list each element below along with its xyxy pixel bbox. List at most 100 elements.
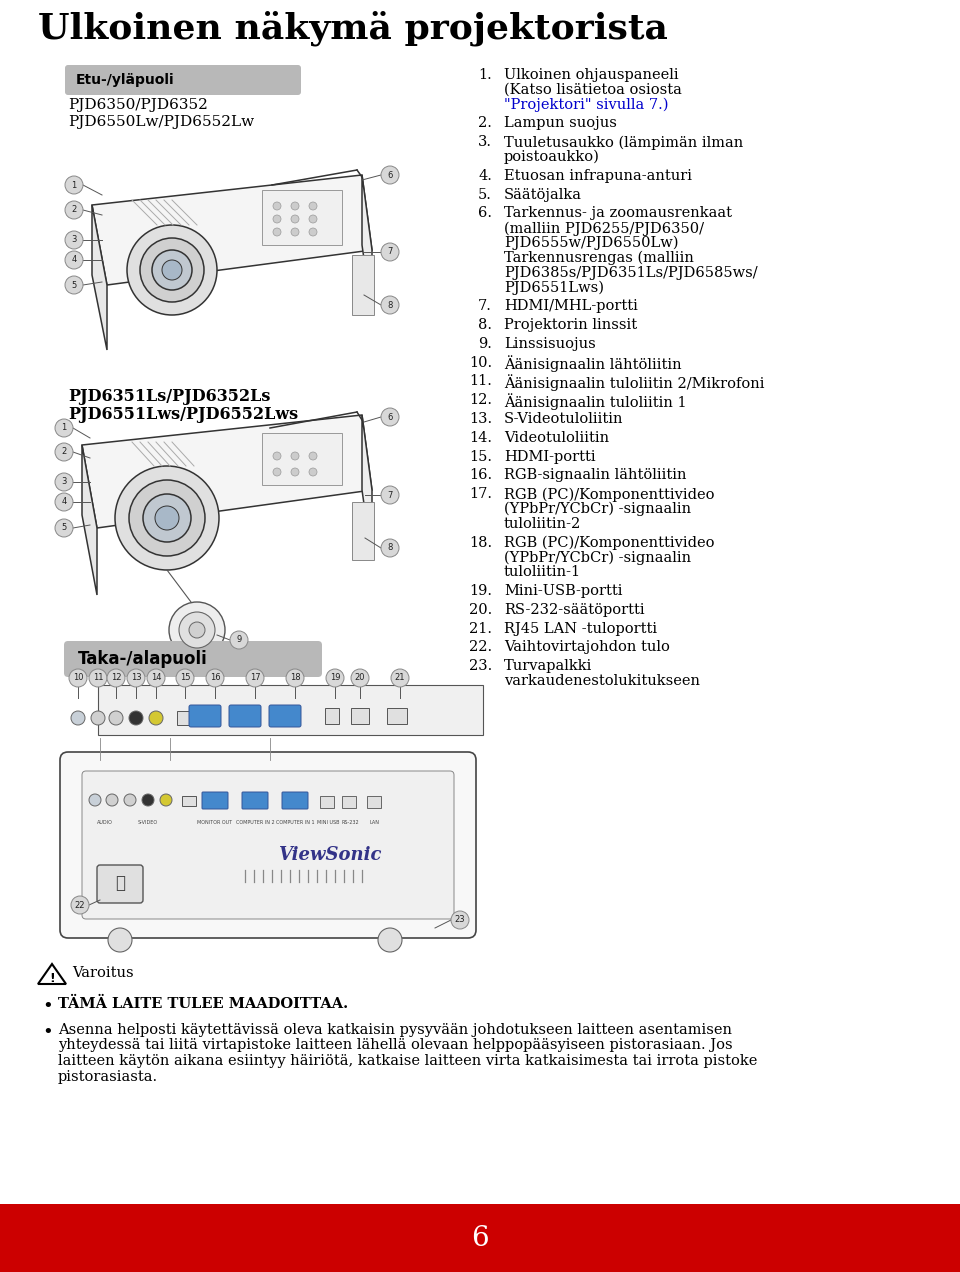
Text: Säätöjalka: Säätöjalka [504, 187, 582, 201]
Circle shape [230, 631, 248, 649]
Text: 14.: 14. [469, 431, 492, 445]
Text: 3: 3 [71, 235, 77, 244]
Circle shape [147, 669, 165, 687]
Text: RGB-signaalin lähtöliitin: RGB-signaalin lähtöliitin [504, 468, 686, 482]
Text: 7: 7 [387, 248, 393, 257]
Text: 20: 20 [355, 673, 365, 683]
Text: Etuosan infrapuna-anturi: Etuosan infrapuna-anturi [504, 169, 692, 183]
Text: 6.: 6. [478, 206, 492, 220]
Circle shape [129, 480, 205, 556]
Text: (YPbPr/YCbCr) -signaalin: (YPbPr/YCbCr) -signaalin [504, 551, 691, 565]
Circle shape [107, 669, 125, 687]
FancyBboxPatch shape [182, 796, 196, 806]
Text: Äänisignaalin lähtöliitin: Äänisignaalin lähtöliitin [504, 356, 682, 373]
Text: laitteen käytön aikana esiintyy häiriötä, katkaise laitteen virta katkaisimesta : laitteen käytön aikana esiintyy häiriötä… [58, 1054, 757, 1068]
Text: 1: 1 [71, 181, 77, 190]
Text: RGB (PC)/Komponenttivideo: RGB (PC)/Komponenttivideo [504, 487, 714, 501]
Text: 9.: 9. [478, 337, 492, 351]
FancyBboxPatch shape [325, 709, 339, 724]
Circle shape [291, 215, 299, 223]
Text: Varoitus: Varoitus [72, 965, 133, 979]
Text: 3: 3 [61, 477, 66, 486]
Circle shape [55, 443, 73, 460]
FancyBboxPatch shape [262, 432, 342, 485]
Text: 12: 12 [110, 673, 121, 683]
Text: ViewSonic: ViewSonic [278, 846, 382, 864]
Text: COMPUTER IN 1: COMPUTER IN 1 [276, 820, 314, 826]
Text: 2.: 2. [478, 117, 492, 131]
Text: 2: 2 [61, 448, 66, 457]
Text: "Projektori" sivulla 7.): "Projektori" sivulla 7.) [504, 98, 668, 112]
Text: 7: 7 [387, 491, 393, 500]
Text: Projektorin linssit: Projektorin linssit [504, 318, 637, 332]
Circle shape [326, 669, 344, 687]
Text: 17: 17 [250, 673, 260, 683]
Circle shape [291, 468, 299, 476]
Circle shape [273, 202, 281, 210]
Circle shape [351, 669, 369, 687]
Text: 6: 6 [387, 412, 393, 421]
Circle shape [55, 418, 73, 438]
FancyBboxPatch shape [242, 792, 268, 809]
Text: 11: 11 [93, 673, 104, 683]
Text: pistorasiasta.: pistorasiasta. [58, 1070, 158, 1084]
Circle shape [162, 259, 182, 280]
Text: 14: 14 [151, 673, 161, 683]
FancyBboxPatch shape [269, 705, 301, 728]
Circle shape [378, 929, 402, 951]
Circle shape [291, 452, 299, 460]
Polygon shape [92, 205, 107, 350]
Text: 13.: 13. [468, 412, 492, 426]
Circle shape [309, 452, 317, 460]
Text: 11.: 11. [469, 374, 492, 388]
Text: 10.: 10. [468, 356, 492, 370]
Circle shape [89, 669, 107, 687]
FancyBboxPatch shape [387, 709, 407, 724]
Text: •: • [42, 997, 53, 1015]
Text: PJD6550Lw/PJD6552Lw: PJD6550Lw/PJD6552Lw [68, 114, 254, 128]
Circle shape [160, 794, 172, 806]
Text: 7.: 7. [478, 299, 492, 313]
FancyBboxPatch shape [97, 865, 143, 903]
Text: 4: 4 [71, 256, 77, 265]
Circle shape [71, 711, 85, 725]
Text: Turvapalkki: Turvapalkki [504, 659, 592, 673]
Circle shape [273, 228, 281, 237]
Polygon shape [82, 415, 372, 528]
Text: 16: 16 [209, 673, 220, 683]
Circle shape [65, 232, 83, 249]
Circle shape [273, 452, 281, 460]
Text: Videotuloliitin: Videotuloliitin [504, 431, 610, 445]
Circle shape [169, 602, 225, 658]
Circle shape [309, 228, 317, 237]
Circle shape [65, 276, 83, 294]
Text: S-VIDEO: S-VIDEO [138, 820, 158, 826]
Circle shape [286, 669, 304, 687]
Circle shape [129, 711, 143, 725]
Circle shape [291, 228, 299, 237]
Text: 23: 23 [455, 916, 466, 925]
Circle shape [65, 201, 83, 219]
Text: 16.: 16. [468, 468, 492, 482]
FancyBboxPatch shape [352, 502, 374, 560]
Circle shape [140, 238, 204, 301]
Text: PJD6385s/PJD6351Ls/PJD6585ws/: PJD6385s/PJD6351Ls/PJD6585ws/ [504, 266, 757, 280]
Text: 18: 18 [290, 673, 300, 683]
Circle shape [179, 612, 215, 647]
Circle shape [142, 794, 154, 806]
Text: Mini-USB-portti: Mini-USB-portti [504, 584, 622, 598]
Circle shape [65, 251, 83, 268]
Circle shape [273, 468, 281, 476]
Circle shape [115, 466, 219, 570]
Text: PJD6351Ls/PJD6352Ls: PJD6351Ls/PJD6352Ls [68, 388, 271, 404]
Text: 6: 6 [387, 170, 393, 179]
Circle shape [108, 929, 132, 951]
FancyBboxPatch shape [0, 1205, 960, 1272]
Text: 17.: 17. [469, 487, 492, 501]
Circle shape [176, 669, 194, 687]
Text: (YPbPr/YCbCr) -signaalin: (YPbPr/YCbCr) -signaalin [504, 502, 691, 516]
Circle shape [143, 494, 191, 542]
FancyBboxPatch shape [320, 796, 334, 808]
Text: 15: 15 [180, 673, 190, 683]
Text: 1.: 1. [478, 67, 492, 81]
